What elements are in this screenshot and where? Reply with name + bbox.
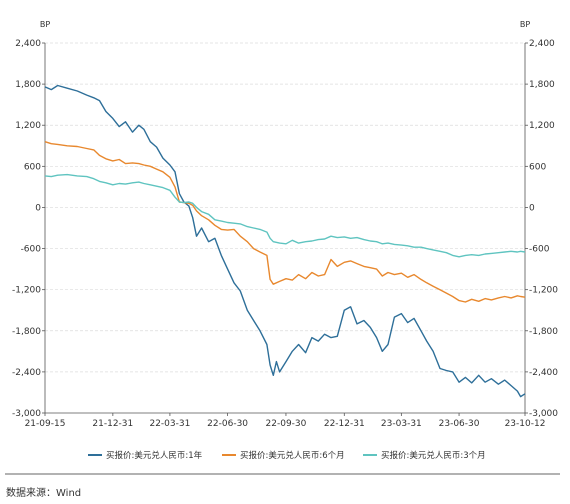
- x-tick-label: 22-06-30: [207, 419, 248, 429]
- y-tick-label-right: 1,200: [529, 121, 555, 131]
- y-tick-label-left: -1,200: [12, 286, 41, 296]
- legend-label: 买报价:美元兑人民币:3个月: [381, 450, 486, 461]
- y-tick-label-left: -2,400: [12, 368, 41, 378]
- y-tick-label-left: 0: [35, 203, 41, 213]
- y-tick-label-right: 1,800: [529, 80, 555, 90]
- y-tick-label-left: 600: [24, 162, 41, 172]
- y-tick-label-right: -600: [529, 245, 550, 255]
- y-tick-label-right: 600: [529, 162, 546, 172]
- legend-label: 买报价:美元兑人民币:6个月: [240, 450, 345, 461]
- y-tick-label-left: -1,800: [12, 327, 41, 337]
- series-line: [44, 84, 526, 398]
- x-tick-label: 23-06-30: [439, 419, 480, 429]
- y-tick-label-right: -1,800: [529, 327, 558, 337]
- x-tick-label: 23-10-12: [505, 419, 546, 429]
- x-tick-label: 21-12-31: [92, 419, 133, 429]
- y-tick-label-right: -2,400: [529, 368, 558, 378]
- y-axis-unit-right: BP: [520, 20, 530, 29]
- source-note: 数据来源：Wind: [6, 486, 81, 499]
- y-tick-label-right: 0: [529, 203, 535, 213]
- y-tick-label-left: 1,200: [15, 121, 41, 131]
- x-tick-label: 22-03-31: [149, 419, 190, 429]
- y-tick-label-left: -3,000: [12, 409, 41, 419]
- y-tick-label-left: -600: [21, 245, 42, 255]
- x-tick-label: 22-12-31: [324, 419, 365, 429]
- series-line: [44, 141, 526, 303]
- y-tick-label-left: 2,400: [15, 39, 41, 49]
- grid-layer: [45, 42, 525, 373]
- y-tick-label-right: 2,400: [529, 39, 555, 49]
- series-line: [44, 173, 526, 258]
- y-axis-unit-left: BP: [40, 20, 50, 29]
- x-tick-label: 22-09-30: [266, 419, 307, 429]
- y-tick-label-left: 1,800: [15, 80, 41, 90]
- y-tick-label-right: -3,000: [529, 409, 558, 419]
- legend-label: 买报价:美元兑人民币:1年: [106, 450, 203, 461]
- legend: 买报价:美元兑人民币:1年 买报价:美元兑人民币:6个月 买报价:美元兑人民币:3个…: [88, 450, 486, 461]
- y-tick-label-right: -1,200: [529, 286, 558, 296]
- series-layer: [44, 84, 526, 398]
- x-tick-label: 21-09-15: [25, 419, 66, 429]
- x-tick-label: 23-03-31: [381, 419, 422, 429]
- axes-layer: 2,400 2,400 1,800 1,800 1,200 1,200 600 600 0 0 -6…: [12, 20, 558, 429]
